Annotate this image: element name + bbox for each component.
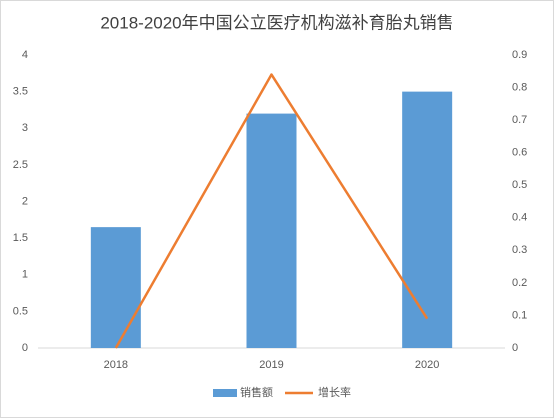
- y-tick-label: 2: [22, 195, 28, 207]
- y-tick-label: 2.5: [13, 159, 28, 171]
- y-tick-label: 1: [22, 269, 28, 281]
- x-tick-label: 2018: [104, 359, 128, 371]
- legend-label: 增长率: [318, 385, 351, 399]
- y-tick-label: 3: [22, 122, 28, 134]
- y-tick-label: 0.5: [13, 305, 28, 317]
- y-tick-label: 0: [22, 342, 28, 354]
- bar: [90, 227, 141, 348]
- y2-tick-label: 0.5: [512, 179, 527, 191]
- chart-title: 2018-2020年中国公立医疗机构滋补育胎丸销售: [100, 13, 453, 32]
- y-tick-label: 3.5: [13, 86, 28, 98]
- legend-swatch: [213, 389, 237, 397]
- x-tick-label: 2019: [259, 359, 283, 371]
- bar: [402, 91, 453, 348]
- y2-tick-label: 0: [512, 342, 518, 354]
- x-tick-label: 2020: [415, 359, 439, 371]
- y2-tick-label: 0.9: [512, 49, 527, 61]
- y2-tick-label: 0.4: [512, 212, 527, 224]
- y-tick-label: 4: [22, 49, 28, 61]
- y-tick-label: 1.5: [13, 232, 28, 244]
- y2-tick-label: 0.2: [512, 277, 527, 289]
- line: [114, 73, 429, 349]
- y2-tick-label: 0.7: [512, 114, 527, 126]
- y2-tick-label: 0.3: [512, 244, 527, 256]
- y2-tick-label: 0.6: [512, 147, 527, 159]
- y2-tick-label: 0.1: [512, 309, 527, 321]
- y2-tick-label: 0.8: [512, 81, 527, 93]
- legend-label: 销售额: [240, 385, 273, 399]
- bar: [246, 113, 297, 348]
